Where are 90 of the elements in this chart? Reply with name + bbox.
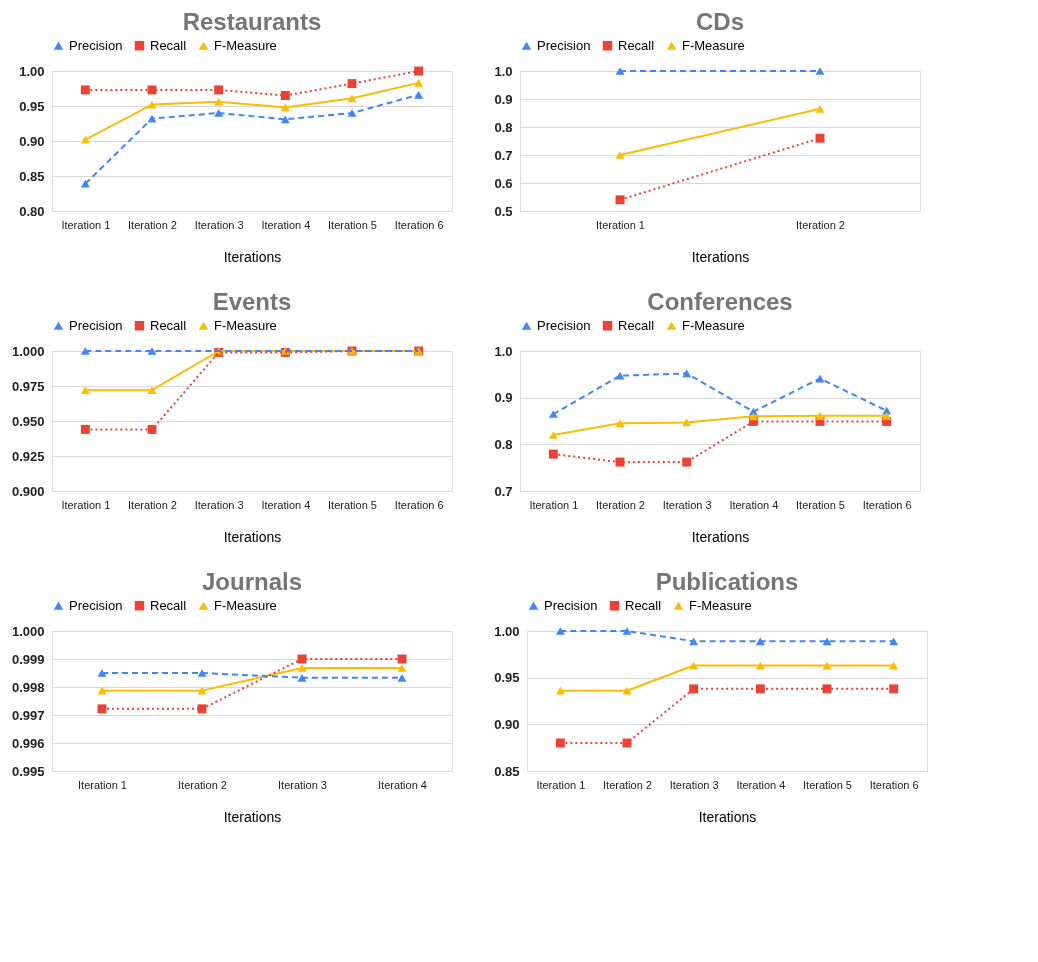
x-tick-label: Iteration 6 bbox=[862, 498, 912, 511]
y-tick-label: 1.00 bbox=[494, 623, 520, 639]
legend-label: Precision bbox=[537, 37, 591, 53]
y-tick-label: 0.9 bbox=[494, 390, 513, 406]
y-tick-label: 0.95 bbox=[494, 670, 520, 686]
legend-label: Precision bbox=[69, 597, 123, 613]
legend-label: F-Measure bbox=[214, 37, 277, 53]
x-axis-title: Iterations bbox=[691, 528, 750, 545]
legend-label: Precision bbox=[537, 317, 591, 333]
y-tick-label: 1.000 bbox=[11, 623, 45, 639]
legend-label: Recall bbox=[618, 37, 655, 53]
y-tick-label: 0.6 bbox=[494, 175, 513, 191]
x-tick-label: Iteration 2 bbox=[128, 498, 177, 511]
y-tick-label: 0.7 bbox=[494, 483, 513, 499]
chart-title: Events bbox=[212, 288, 292, 315]
x-tick-label: Iteration 3 bbox=[669, 778, 719, 791]
y-tick-label: 1.000 bbox=[11, 343, 45, 359]
x-tick-label: Iteration 3 bbox=[194, 498, 244, 511]
chart-title: Journals bbox=[201, 568, 303, 595]
legend-label: F-Measure bbox=[682, 37, 745, 53]
y-tick-label: 0.900 bbox=[11, 483, 45, 499]
x-tick-label: Iteration 5 bbox=[328, 218, 377, 231]
y-tick-label: 0.998 bbox=[11, 679, 45, 695]
y-tick-label: 0.8 bbox=[494, 119, 513, 135]
y-tick-label: 0.90 bbox=[494, 716, 520, 732]
y-tick-label: 0.85 bbox=[19, 168, 45, 184]
x-tick-label: Iteration 4 bbox=[736, 778, 786, 791]
x-tick-label: Iteration 3 bbox=[194, 218, 244, 231]
x-tick-label: Iteration 3 bbox=[278, 778, 327, 791]
y-tick-label: 0.85 bbox=[494, 763, 520, 779]
legend-label: Recall bbox=[150, 597, 187, 613]
legend-label: Recall bbox=[150, 37, 187, 53]
x-tick-label: Iteration 4 bbox=[261, 218, 311, 231]
x-tick-label: Iteration 1 bbox=[61, 498, 111, 511]
x-tick-label: Iteration 1 bbox=[78, 778, 127, 791]
y-tick-label: 0.7 bbox=[494, 147, 513, 163]
x-tick-label: Iteration 4 bbox=[261, 498, 311, 511]
legend-label: F-Measure bbox=[214, 317, 277, 333]
x-tick-label: Iteration 2 bbox=[603, 778, 652, 791]
y-tick-label: 0.80 bbox=[19, 203, 45, 219]
chart-title: Publications bbox=[655, 568, 799, 595]
x-tick-label: Iteration 2 bbox=[596, 498, 645, 511]
legend-label: Recall bbox=[150, 317, 187, 333]
y-tick-label: 0.997 bbox=[11, 707, 45, 723]
chart-title: Restaurants bbox=[182, 8, 322, 35]
x-tick-label: Iteration 5 bbox=[803, 778, 852, 791]
x-tick-label: Iteration 1 bbox=[61, 218, 111, 231]
x-tick-label: Iteration 1 bbox=[529, 498, 579, 511]
y-tick-label: 0.999 bbox=[11, 651, 45, 667]
legend-label: Precision bbox=[544, 597, 598, 613]
x-tick-label: Iteration 5 bbox=[796, 498, 845, 511]
x-tick-label: Iteration 1 bbox=[536, 778, 586, 791]
y-tick-label: 0.995 bbox=[11, 763, 45, 779]
x-tick-label: Iteration 2 bbox=[796, 218, 845, 231]
x-axis-title: Iterations bbox=[223, 248, 282, 265]
y-tick-label: 1.0 bbox=[494, 63, 513, 79]
y-tick-label: 1.00 bbox=[19, 63, 45, 79]
x-tick-label: Iteration 1 bbox=[596, 218, 645, 231]
legend-label: Recall bbox=[618, 317, 655, 333]
legend-label: Precision bbox=[69, 37, 123, 53]
x-tick-label: Iteration 6 bbox=[394, 498, 444, 511]
x-tick-label: Iteration 2 bbox=[178, 778, 227, 791]
x-tick-label: Iteration 5 bbox=[328, 498, 377, 511]
legend-label: F-Measure bbox=[214, 597, 277, 613]
legend-label: F-Measure bbox=[682, 317, 745, 333]
x-tick-label: Iteration 4 bbox=[378, 778, 427, 791]
x-tick-label: Iteration 2 bbox=[128, 218, 177, 231]
x-tick-label: Iteration 6 bbox=[869, 778, 919, 791]
x-axis-title: Iterations bbox=[223, 808, 282, 825]
x-tick-label: Iteration 6 bbox=[394, 218, 444, 231]
y-tick-label: 0.975 bbox=[11, 378, 45, 394]
y-tick-label: 0.925 bbox=[11, 448, 45, 464]
y-tick-label: 0.8 bbox=[494, 436, 513, 452]
y-tick-label: 0.5 bbox=[494, 203, 513, 219]
y-tick-label: 0.950 bbox=[11, 413, 45, 429]
x-axis-title: Iterations bbox=[691, 248, 750, 265]
y-tick-label: 0.90 bbox=[19, 133, 45, 149]
y-tick-label: 0.9 bbox=[494, 91, 513, 107]
x-tick-label: Iteration 4 bbox=[729, 498, 779, 511]
legend-label: Recall bbox=[625, 597, 662, 613]
x-tick-label: Iteration 3 bbox=[662, 498, 712, 511]
y-tick-label: 0.95 bbox=[19, 98, 45, 114]
x-axis-title: Iterations bbox=[698, 808, 757, 825]
legend-label: F-Measure bbox=[689, 597, 752, 613]
chart-title: CDs bbox=[695, 8, 745, 35]
chart-title: Conferences bbox=[647, 288, 793, 315]
x-axis-title: Iterations bbox=[223, 528, 282, 545]
y-tick-label: 0.996 bbox=[11, 735, 45, 751]
y-tick-label: 1.0 bbox=[494, 343, 513, 359]
legend-label: Precision bbox=[69, 317, 123, 333]
